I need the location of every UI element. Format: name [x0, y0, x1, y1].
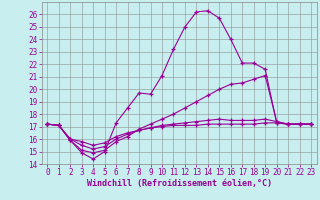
X-axis label: Windchill (Refroidissement éolien,°C): Windchill (Refroidissement éolien,°C) [87, 179, 272, 188]
